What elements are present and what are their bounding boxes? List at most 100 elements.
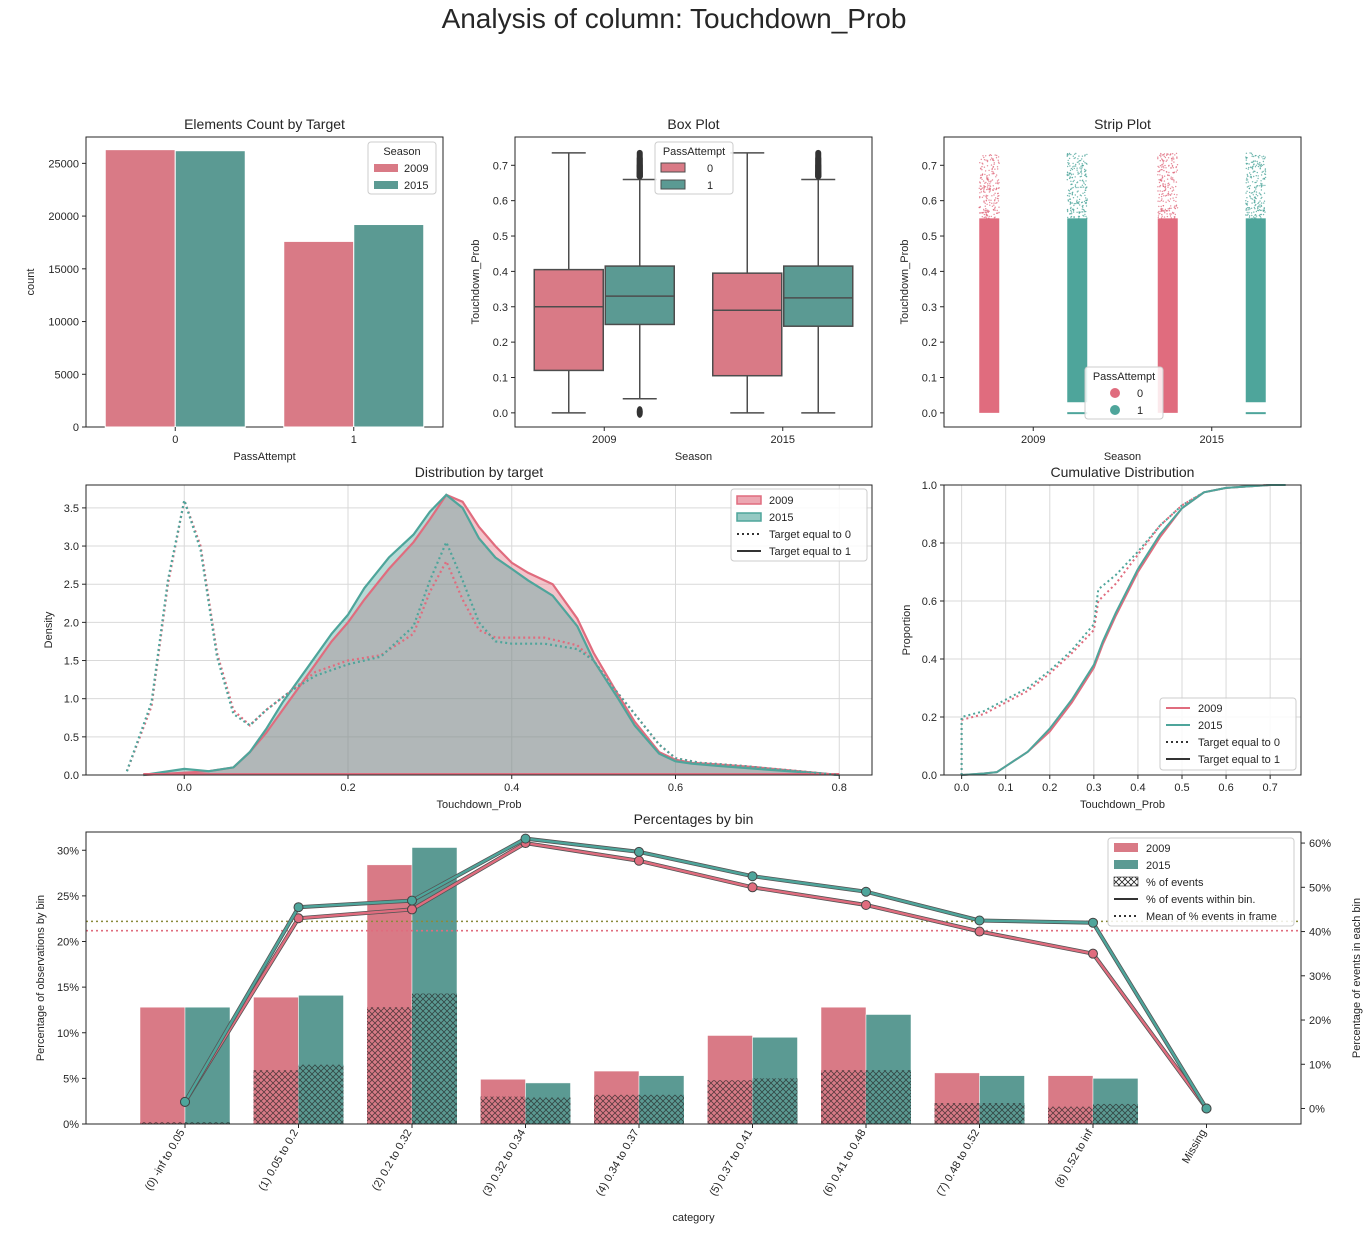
strip-point bbox=[1176, 169, 1179, 171]
strip-point bbox=[1255, 210, 1258, 213]
x-tick-label: (8) 0.52 to inf bbox=[1053, 1127, 1096, 1190]
strip-point bbox=[1257, 155, 1260, 158]
strip-point bbox=[984, 173, 986, 176]
y-tick-label: 20% bbox=[57, 937, 79, 949]
strip-point bbox=[1257, 202, 1259, 205]
y-tick-label: 0.6 bbox=[922, 596, 937, 608]
strip-point bbox=[1264, 173, 1267, 176]
legend-label-1: 1 bbox=[707, 180, 713, 192]
strip-point bbox=[1247, 213, 1249, 215]
strip-point bbox=[981, 165, 983, 168]
strip-point bbox=[1157, 156, 1159, 158]
strip-point bbox=[986, 159, 989, 162]
strip-point bbox=[1070, 215, 1073, 218]
strip-point bbox=[984, 191, 986, 193]
strip-point bbox=[1173, 216, 1176, 218]
strip-point bbox=[990, 215, 992, 218]
strip-point bbox=[1259, 215, 1262, 218]
strip-point bbox=[1160, 217, 1163, 219]
cdf-line-2015 target 1 bbox=[961, 484, 1286, 776]
legend-swatch-1 bbox=[736, 512, 762, 522]
strip-point bbox=[1076, 169, 1078, 171]
y-tick-label: 1.5 bbox=[64, 656, 79, 668]
strip-point bbox=[1075, 152, 1077, 155]
strip-point bbox=[1072, 197, 1075, 199]
strip-point bbox=[1082, 208, 1085, 211]
x-tick-label: (6) 0.41 to 0.48 bbox=[821, 1128, 869, 1199]
strip-point bbox=[1262, 213, 1265, 216]
strip-point bbox=[1164, 183, 1166, 185]
strip-point bbox=[983, 188, 985, 190]
strip-point bbox=[1159, 184, 1162, 187]
y-tick-label: 0.5 bbox=[922, 231, 937, 243]
strip-point bbox=[1261, 196, 1263, 199]
strip-point bbox=[1169, 187, 1172, 190]
strip-point bbox=[1084, 162, 1086, 164]
strip-point bbox=[1251, 167, 1253, 169]
strip-point bbox=[1075, 186, 1077, 189]
strip-point bbox=[985, 208, 987, 210]
strip-point bbox=[1245, 163, 1248, 165]
legend-title: Season bbox=[383, 146, 420, 158]
strip-point bbox=[1067, 163, 1070, 165]
strip-point bbox=[1160, 154, 1162, 156]
strip-point bbox=[997, 161, 1000, 163]
strip-point bbox=[1246, 197, 1248, 199]
strip-point bbox=[1248, 191, 1251, 194]
strip-point bbox=[997, 200, 1000, 202]
strip-point bbox=[1252, 165, 1254, 167]
x-tick-label: 0.7 bbox=[1262, 782, 1277, 794]
strip-point bbox=[1263, 163, 1265, 166]
strip-point bbox=[1169, 193, 1171, 196]
strip-point bbox=[1259, 206, 1261, 208]
strip-point bbox=[993, 204, 995, 206]
strip-point bbox=[1076, 211, 1078, 213]
strip-point bbox=[1259, 200, 1261, 202]
strip-point bbox=[987, 211, 989, 214]
strip-point bbox=[1172, 167, 1175, 169]
bin-event-hatch-2009-6 bbox=[821, 1070, 866, 1124]
strip-point bbox=[1165, 171, 1168, 173]
strip-point bbox=[1259, 161, 1261, 164]
plot-frame bbox=[943, 136, 1302, 428]
strip-point bbox=[1069, 169, 1072, 172]
strip-point bbox=[1159, 160, 1162, 162]
strip-point bbox=[1255, 193, 1258, 196]
box-2015-0-iqr bbox=[712, 272, 783, 377]
strip-point bbox=[989, 190, 991, 192]
strip-point bbox=[1260, 189, 1263, 191]
strip-point bbox=[1085, 162, 1088, 165]
strip-point bbox=[1067, 172, 1069, 174]
strip-point bbox=[1176, 164, 1179, 166]
strip-point bbox=[1251, 217, 1253, 219]
strip-point bbox=[1074, 185, 1077, 188]
strip-point bbox=[1245, 182, 1247, 184]
strip-point bbox=[1258, 192, 1261, 194]
strip-point bbox=[1163, 167, 1165, 169]
strip-point bbox=[1163, 180, 1166, 182]
strip-point bbox=[1253, 191, 1256, 193]
events-marker-2009-5 bbox=[747, 882, 758, 893]
legend-swatch-2015 bbox=[374, 181, 398, 189]
strip-point bbox=[1081, 186, 1083, 188]
strip-point bbox=[1170, 207, 1172, 209]
y-tick-label: 0% bbox=[63, 1119, 79, 1131]
strip-point bbox=[1076, 167, 1078, 169]
bin-event-hatch-2009-7 bbox=[934, 1103, 980, 1124]
strip-point bbox=[1073, 167, 1076, 170]
strip-point bbox=[1079, 186, 1082, 188]
x-tick-label: (5) 0.37 to 0.41 bbox=[707, 1128, 755, 1199]
y-tick-label: 15% bbox=[57, 982, 79, 994]
strip-point bbox=[1170, 176, 1172, 178]
strip-point bbox=[1070, 153, 1072, 156]
y2-tick-label: 30% bbox=[1309, 971, 1331, 983]
events-marker-2015-2 bbox=[407, 895, 417, 906]
strip-point bbox=[1264, 184, 1266, 187]
strip-point bbox=[1069, 201, 1071, 203]
strip-point bbox=[1264, 176, 1267, 179]
strip-point bbox=[980, 188, 982, 191]
legend-label-0: 2009 bbox=[1146, 843, 1170, 855]
y2-tick-label: 20% bbox=[1309, 1015, 1331, 1027]
strip-point bbox=[1081, 184, 1084, 186]
x-tick-label: 0.3 bbox=[1086, 782, 1101, 794]
